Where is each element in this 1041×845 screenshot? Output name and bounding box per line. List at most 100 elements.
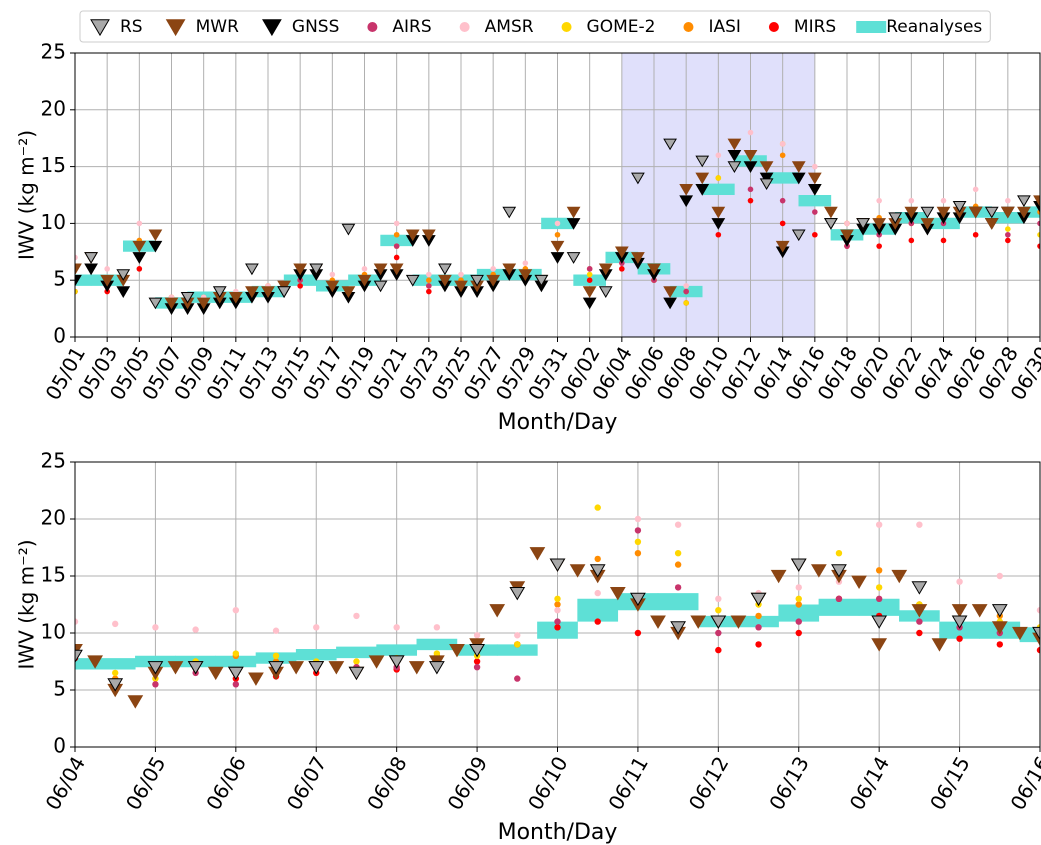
triangle-marker	[856, 218, 870, 230]
triangle-marker	[609, 587, 626, 601]
legend-marker	[90, 19, 110, 37]
point	[136, 266, 143, 272]
point	[940, 237, 947, 244]
point	[514, 632, 521, 639]
y-tick-label: 5	[53, 677, 66, 701]
triangle-marker	[1000, 206, 1015, 219]
legend-label: IASI	[708, 17, 740, 37]
triangle-marker	[84, 263, 98, 276]
triangle-marker	[920, 206, 935, 219]
legend-marker	[165, 19, 186, 37]
triangle-marker	[148, 297, 163, 310]
triangle-marker	[550, 252, 565, 264]
triangle-marker	[489, 604, 506, 618]
triangle-marker	[405, 229, 420, 242]
triangle-marker	[388, 655, 405, 669]
point	[112, 669, 119, 677]
point	[554, 624, 561, 631]
triangle-marker	[631, 252, 645, 264]
point	[715, 607, 722, 614]
triangle-marker	[891, 569, 908, 584]
triangle-marker	[598, 286, 613, 298]
triangle-marker	[971, 604, 988, 618]
x-tick-label: 06/14	[845, 752, 895, 814]
triangle-marker	[325, 280, 340, 293]
y-tick-label: 25	[41, 40, 66, 64]
triangle-marker	[228, 291, 243, 304]
point	[755, 612, 762, 620]
triangle-marker	[100, 274, 115, 287]
triangle-marker	[1033, 195, 1040, 208]
triangle-marker	[148, 240, 163, 253]
triangle-marker	[248, 672, 264, 686]
legend-label: MWR	[196, 17, 239, 37]
point	[514, 675, 521, 682]
triangle-marker	[357, 274, 372, 287]
point	[1037, 220, 1040, 227]
triangle-marker	[807, 172, 822, 185]
point	[75, 288, 78, 295]
triangle-marker	[180, 291, 195, 304]
point	[426, 288, 432, 295]
triangle-marker	[647, 263, 661, 276]
point	[715, 231, 722, 238]
triangle-marker	[84, 252, 98, 264]
triangle-marker	[750, 592, 767, 607]
triangle-marker	[851, 575, 867, 589]
triangle-marker	[566, 252, 581, 264]
point	[835, 595, 843, 602]
point	[426, 277, 432, 284]
point	[514, 641, 521, 648]
x-tick-label: 06/15	[925, 752, 975, 814]
triangle-marker	[951, 604, 968, 618]
point	[875, 584, 883, 591]
point	[554, 231, 561, 238]
triangle-marker	[951, 615, 968, 629]
triangle-marker	[212, 286, 227, 298]
triangle-marker	[293, 263, 308, 276]
legend-marker	[768, 22, 779, 32]
legend-marker	[561, 22, 572, 32]
triangle-marker	[743, 161, 758, 173]
triangle-marker	[566, 218, 581, 230]
point	[136, 220, 143, 227]
point	[908, 237, 915, 244]
legend-marker	[459, 22, 470, 32]
point	[554, 595, 561, 602]
triangle-marker	[107, 678, 124, 692]
triangle-marker	[1017, 206, 1031, 219]
point	[916, 521, 923, 528]
triangle-marker	[984, 206, 999, 219]
triangle-marker	[650, 615, 666, 629]
y-tick-label: 25	[41, 449, 66, 473]
triangle-marker	[936, 206, 951, 219]
point	[634, 629, 642, 637]
x-tick-label: 06/16	[1005, 752, 1041, 814]
point	[75, 618, 79, 625]
point	[393, 254, 400, 261]
legend-marker	[262, 19, 282, 37]
triangle-marker	[429, 661, 445, 675]
point	[908, 197, 915, 204]
point	[715, 152, 722, 159]
point	[433, 650, 441, 657]
triangle-marker	[502, 206, 517, 219]
point	[715, 646, 722, 654]
triangle-marker	[730, 615, 747, 629]
triangle-marker	[196, 297, 211, 310]
point	[75, 254, 78, 261]
legend-label: GOME-2	[587, 17, 656, 37]
triangle-marker	[991, 621, 1008, 635]
triangle-marker	[695, 172, 710, 185]
triangle-marker	[167, 661, 184, 675]
triangle-marker	[373, 263, 388, 276]
triangle-marker	[408, 661, 425, 675]
point	[972, 231, 979, 238]
triangle-marker	[679, 195, 694, 208]
point	[835, 550, 843, 557]
triangle-marker	[566, 206, 581, 219]
x-tick-label: 06/06	[201, 752, 251, 814]
triangle-marker	[550, 240, 565, 253]
point	[594, 555, 601, 563]
